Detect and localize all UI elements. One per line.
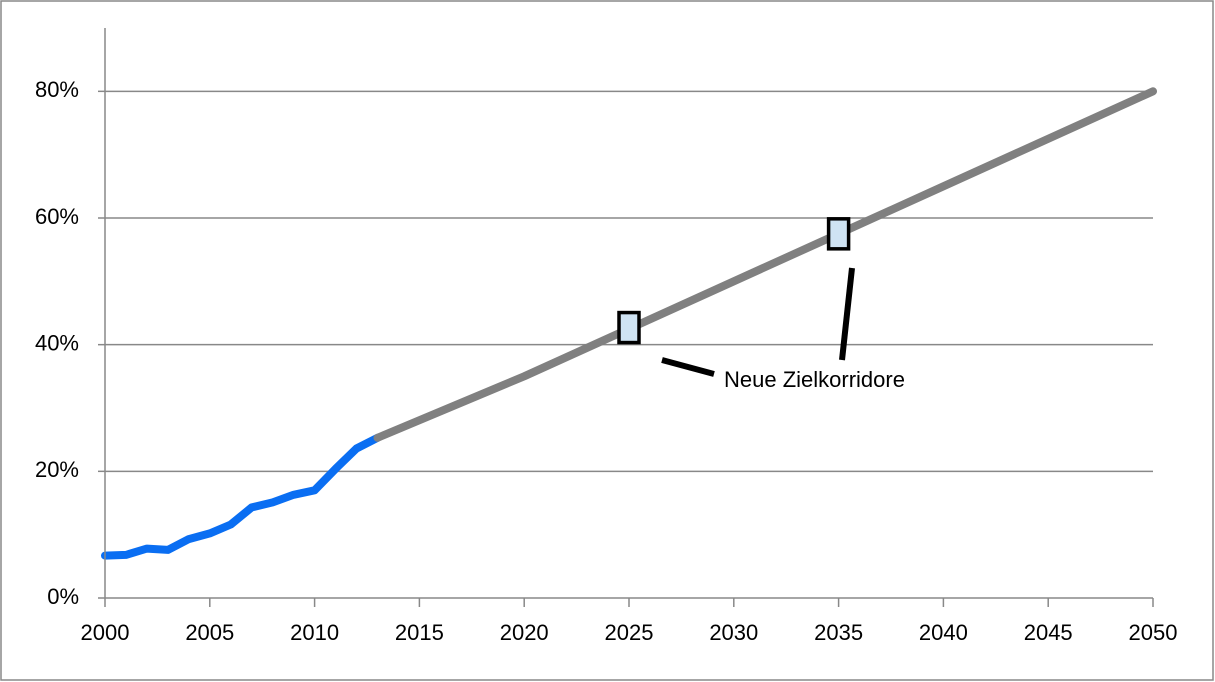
x-tick-label: 2015 (395, 620, 444, 645)
x-tick-label: 2045 (1024, 620, 1073, 645)
x-tick-label: 2005 (185, 620, 234, 645)
x-tick-label: 2025 (605, 620, 654, 645)
target-marker (826, 217, 851, 251)
annotation-leader (839, 267, 855, 361)
x-tick-label: 2030 (709, 620, 758, 645)
x-tick-label: 2020 (500, 620, 549, 645)
series-line (373, 87, 1157, 442)
series-line (101, 433, 382, 560)
target-marker (617, 310, 641, 345)
annotation: Neue Zielkorridore (724, 367, 905, 392)
annotation-leader (661, 357, 715, 377)
y-tick-label: 20% (35, 457, 79, 482)
y-tick-label: 0% (47, 584, 79, 609)
x-tick-label: 2040 (919, 620, 968, 645)
y-tick-label: 40% (35, 330, 79, 355)
x-tick-label: 2010 (290, 620, 339, 645)
x-tick-label: 2050 (1129, 620, 1178, 645)
x-tick-label: 2035 (814, 620, 863, 645)
x-tick-label: 2000 (81, 620, 130, 645)
y-tick-label: 80% (35, 77, 79, 102)
y-tick-label: 60% (35, 204, 79, 229)
